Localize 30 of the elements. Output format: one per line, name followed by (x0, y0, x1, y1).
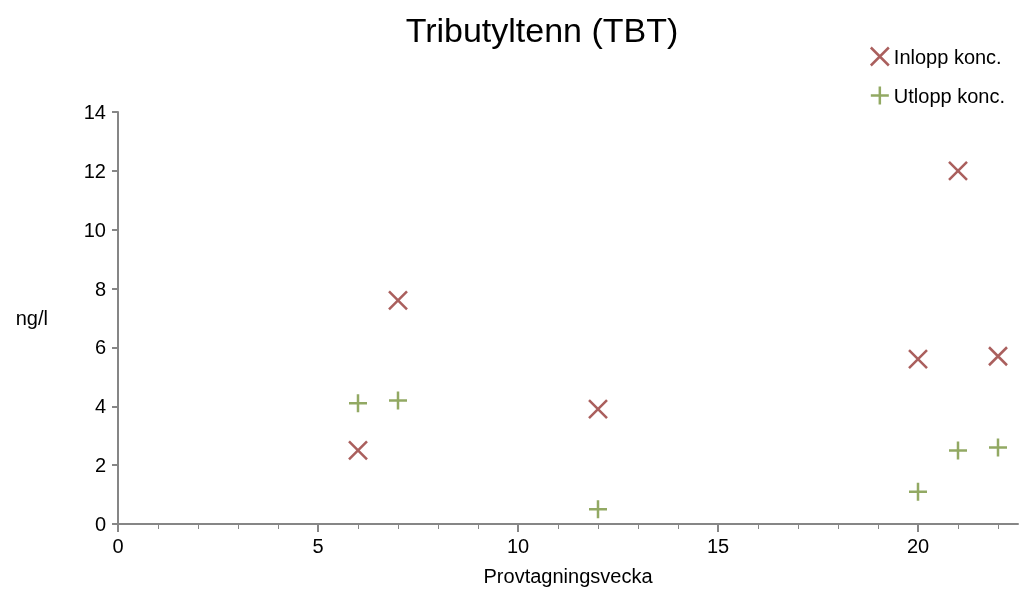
y-tick-label: 10 (83, 218, 106, 241)
y-tick-label: 8 (94, 277, 106, 300)
y-axis-title: ng/l (15, 307, 48, 329)
point (947, 440, 969, 461)
x-tick-label: 10 (506, 535, 530, 557)
chart-title: Tributyltenn (TBT) (405, 11, 679, 49)
y-tick-label: 0 (94, 513, 106, 535)
point (587, 398, 609, 420)
y-tick-label: 2 (94, 454, 106, 477)
point (587, 499, 609, 520)
point (907, 481, 929, 502)
point (947, 160, 969, 182)
point (907, 348, 929, 370)
x-axis-title: Provtagningsvecka (483, 565, 654, 587)
point (387, 390, 409, 411)
legend-label: Utlopp konc. (893, 84, 1005, 107)
legend-label: Inlopp konc. (893, 45, 1002, 68)
point (387, 290, 409, 311)
point (347, 440, 369, 461)
point (987, 346, 1009, 367)
x-tick-label: 0 (112, 535, 124, 557)
y-tick-label: 14 (83, 101, 106, 123)
point (347, 393, 369, 414)
y-tick-label: 4 (94, 395, 106, 418)
y-tick-label: 6 (94, 336, 106, 359)
x-tick-label: 5 (312, 535, 324, 557)
point (987, 437, 1009, 458)
x-tick-label: 20 (906, 535, 930, 557)
x-tick-label: 15 (706, 535, 730, 557)
y-tick-label: 12 (83, 159, 106, 182)
